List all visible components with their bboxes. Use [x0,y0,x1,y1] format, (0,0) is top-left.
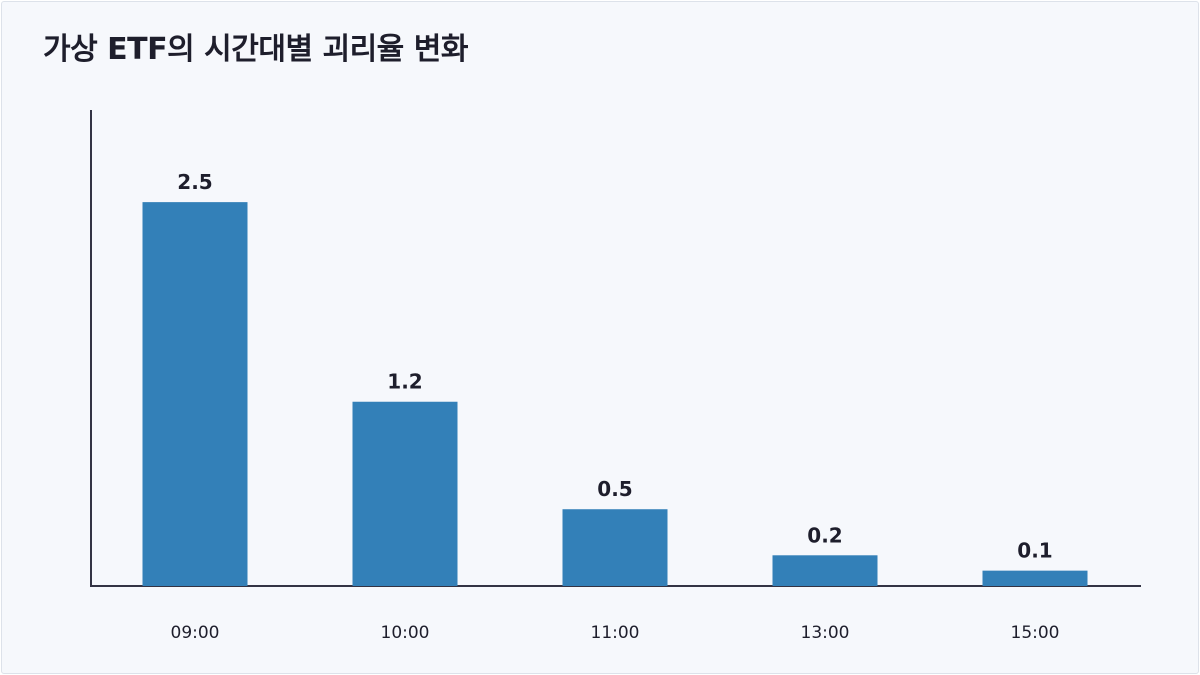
x-tick-labels-group: 09:00 10:00 11:00 13:00 15:00 [171,623,1060,643]
bar-1000 [352,401,458,586]
value-label-1500: 0.1 [1017,539,1052,563]
value-label-1100: 0.5 [597,477,632,501]
bar-1300 [772,555,878,586]
value-labels-group: 2.5 1.2 0.5 0.2 0.1 [177,170,1052,563]
value-label-1300: 0.2 [807,523,842,547]
bar-1500 [982,570,1088,586]
bars-group [142,202,1088,586]
x-tick-label-0900: 09:00 [171,623,220,643]
value-label-0900: 2.5 [177,170,212,194]
bar-1100 [562,509,668,586]
value-label-1000: 1.2 [387,370,422,394]
x-tick-label-1100: 11:00 [591,623,640,643]
chart-title: 가상 ETF의 시간대별 괴리율 변화 [43,32,468,67]
x-tick-label-1500: 15:00 [1011,623,1060,643]
x-tick-label-1300: 13:00 [801,623,850,643]
bar-0900 [142,202,248,586]
x-tick-label-1000: 10:00 [381,623,430,643]
